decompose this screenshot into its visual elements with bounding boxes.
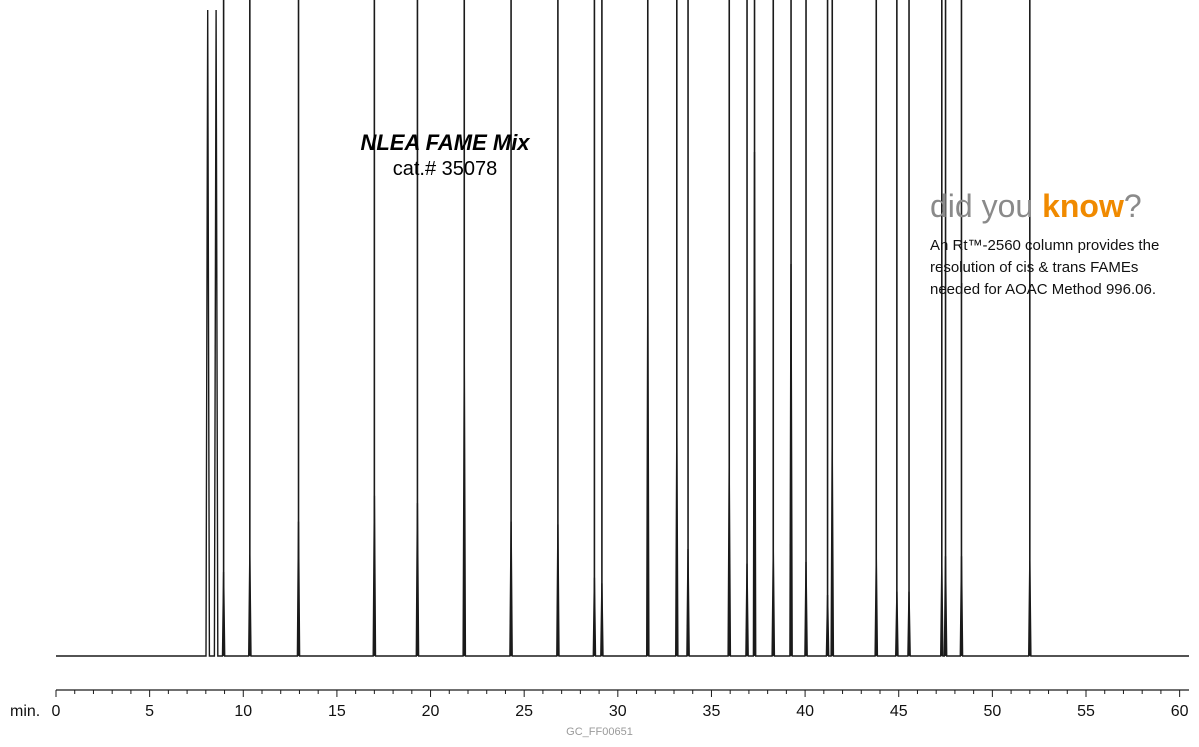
- peak-label-23: 23: [890, 0, 904, 3]
- peak-label-1: 1: [220, 0, 227, 3]
- peak-label-19: 19: [799, 0, 813, 3]
- heading-tail: ?: [1123, 188, 1142, 224]
- chromatogram-trace: [56, 9, 1189, 657]
- x-axis-label: min.: [10, 703, 40, 720]
- peak-label-27: 27: [954, 0, 968, 3]
- chart-subtitle: cat.# 35078: [392, 158, 498, 180]
- chart-title: NLEA FAME Mix: [360, 130, 530, 155]
- peak-label-12: 12: [670, 0, 684, 3]
- x-axis: 0 5 10 15 20 25 30 35 40 45 50 55 60 min.: [10, 689, 1189, 720]
- peak-label-3: 3: [295, 0, 302, 3]
- x-tick-label: 5: [145, 703, 154, 720]
- peak-label-7: 7: [507, 0, 514, 3]
- peak-label-5: 5: [414, 0, 421, 3]
- peak-label-9: 9: [591, 0, 598, 3]
- peak-label-11: 11: [641, 0, 655, 3]
- peak-label-15: 15: [740, 0, 754, 3]
- chromatogram-trace-group: [56, 9, 1189, 657]
- heading-emphasis: know: [1042, 188, 1124, 224]
- x-tick-label: 40: [796, 703, 814, 720]
- figure-id: GC_FF00651: [566, 726, 633, 738]
- x-tick-label: 60: [1171, 703, 1189, 720]
- x-tick-label: 30: [609, 703, 627, 720]
- did-you-know-heading: did you know?: [930, 188, 1192, 225]
- peak-label-28: 28: [1023, 0, 1037, 3]
- did-you-know-callout: did you know? An Rt™-2560 column provide…: [930, 188, 1192, 301]
- peak-label-4: 4: [371, 0, 378, 3]
- x-tick-label: 55: [1077, 703, 1095, 720]
- peak-labels: 1234567891011121314151617181920212223242…: [220, 0, 1037, 656]
- peak-label-18: 18: [784, 0, 798, 3]
- peak-label-25: 25: [935, 0, 949, 3]
- peak-label-21: 21: [825, 0, 839, 3]
- peak-label-22: 22: [869, 0, 883, 3]
- did-you-know-body: An Rt™-2560 column provides the resoluti…: [930, 237, 1160, 298]
- peak-label-24: 24: [902, 0, 916, 3]
- peak-label-17: 17: [766, 0, 780, 3]
- x-axis-ticks: 0 5 10 15 20 25 30 35 40 45 50 55 60: [52, 690, 1189, 720]
- heading-lead: did you: [930, 188, 1043, 224]
- peak-label-10: 10: [595, 0, 609, 3]
- x-tick-label: 0: [52, 703, 61, 720]
- x-tick-label: 10: [234, 703, 252, 720]
- peak-label-2: 2: [246, 0, 253, 3]
- peak-label-16: 16: [747, 0, 761, 3]
- peak-label-13: 13: [681, 0, 695, 3]
- peak-label-6: 6: [461, 0, 468, 3]
- x-tick-label: 15: [328, 703, 346, 720]
- x-tick-label: 25: [515, 703, 533, 720]
- peak-label-14: 14: [722, 0, 736, 3]
- chart-title-block: NLEA FAME Mix cat.# 35078: [330, 130, 560, 181]
- peak-label-20: 20: [820, 0, 834, 3]
- x-tick-label: 35: [703, 703, 721, 720]
- x-tick-label: 20: [422, 703, 440, 720]
- peak-label-8: 8: [554, 0, 561, 3]
- peak-label-26: 26: [938, 0, 952, 3]
- x-tick-label: 50: [983, 703, 1001, 720]
- x-tick-label: 45: [890, 703, 908, 720]
